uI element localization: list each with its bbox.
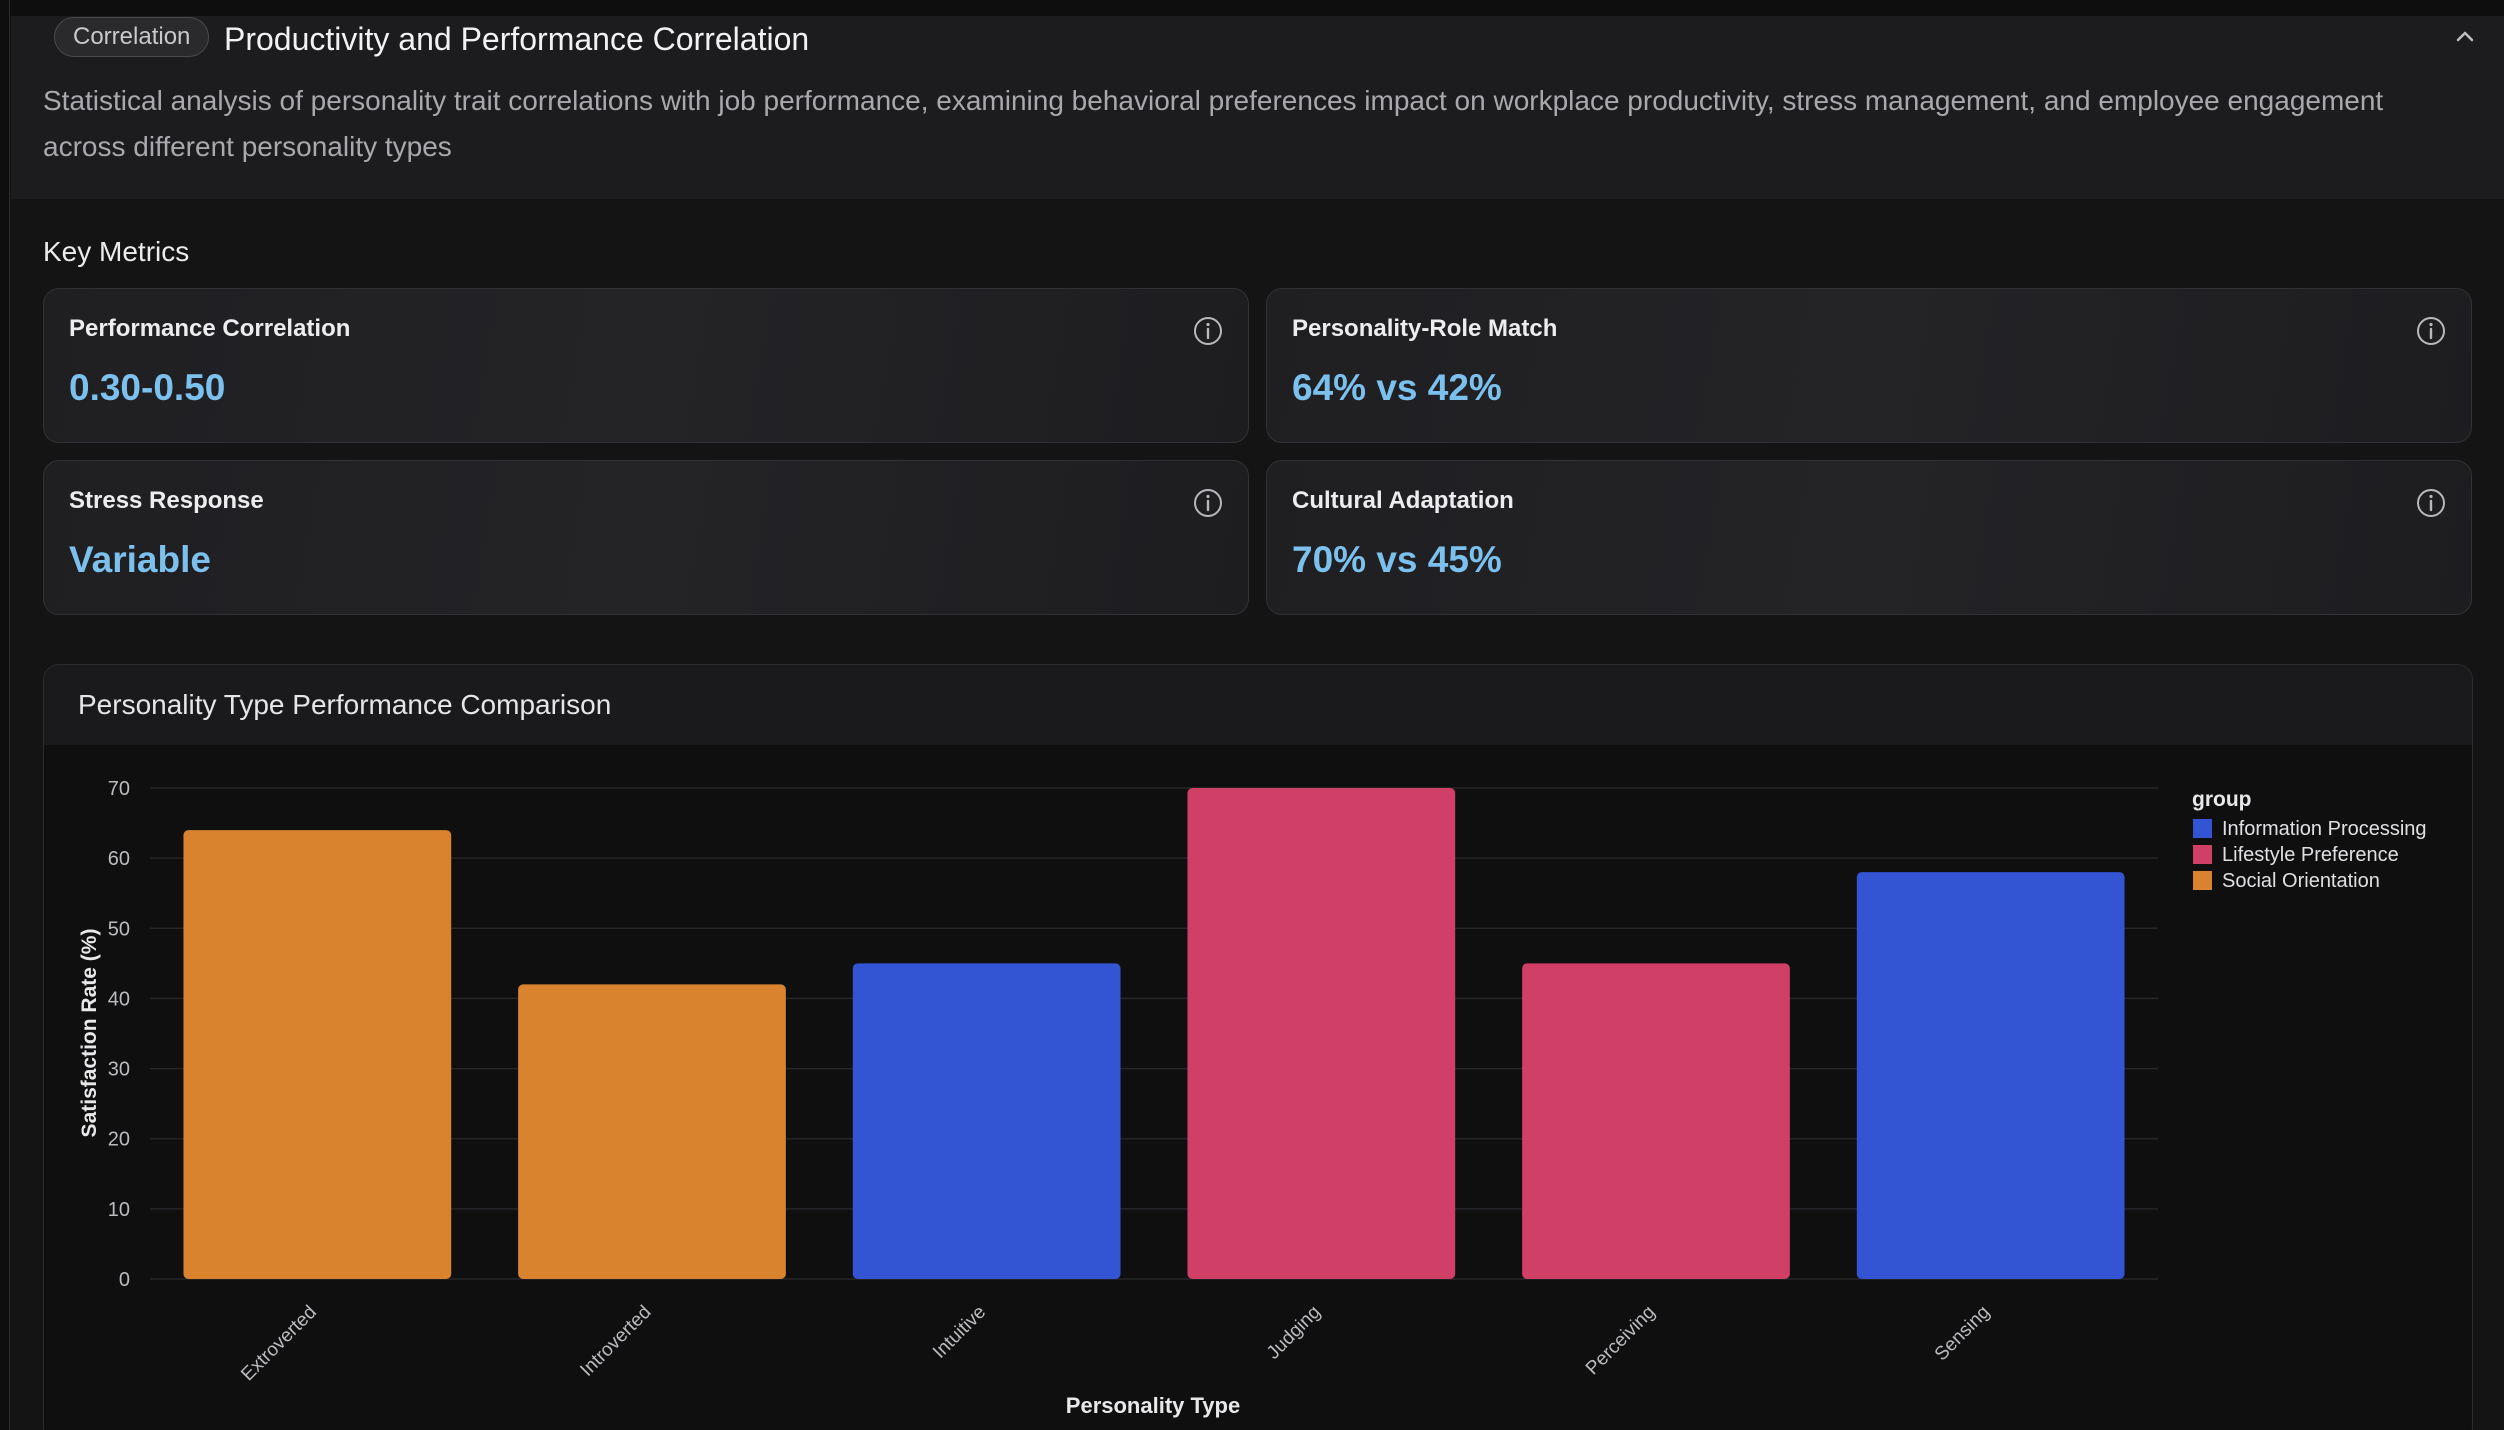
metric-card-performance-correlation: Performance Correlation 0.30-0.50 — [43, 288, 1249, 443]
metric-label: Stress Response — [69, 487, 264, 514]
category-tag: Correlation — [54, 17, 210, 57]
x-axis-title: Personality Type — [1066, 1393, 1240, 1418]
legend-title: group — [2192, 788, 2251, 811]
metric-card-personality-role-match: Personality-Role Match 64% vs 42% — [1266, 288, 2472, 443]
legend-label: Lifestyle Preference — [2222, 844, 2399, 866]
info-icon[interactable] — [2415, 315, 2447, 347]
metric-card-cultural-adaptation: Cultural Adaptation 70% vs 45% — [1266, 460, 2472, 615]
legend-swatch — [2193, 845, 2212, 864]
legend-label: Information Processing — [2222, 818, 2427, 840]
chart-header: Personality Type Performance Comparison — [44, 665, 2472, 745]
bar-introverted — [518, 984, 786, 1279]
legend-label: Social Orientation — [2222, 870, 2380, 892]
x-tick-label: Extroverted — [237, 1302, 321, 1386]
metric-label: Cultural Adaptation — [1292, 487, 1514, 514]
section-title: Productivity and Performance Correlation — [224, 21, 810, 57]
metric-value: 70% vs 45% — [1292, 539, 1502, 580]
x-tick-label: Perceiving — [1582, 1302, 1660, 1380]
bar-chart: 0 10 20 30 40 50 60 70 Extroverted Introverted Int… — [78, 778, 2427, 1418]
chart-title: Personality Type Performance Comparison — [78, 689, 612, 720]
bar-intuitive — [852, 963, 1121, 1279]
bar-perceiving — [1522, 963, 1790, 1279]
bar-extroverted — [183, 830, 452, 1279]
top-strip — [0, 0, 2504, 16]
info-icon[interactable] — [2415, 487, 2447, 519]
metric-card-stress-response: Stress Response Variable — [43, 460, 1249, 615]
chevron-up-icon[interactable] — [2445, 18, 2485, 54]
y-tick-label: 30 — [108, 1059, 130, 1081]
section-description: Statistical analysis of personality trai… — [43, 85, 2384, 162]
legend-swatch — [2193, 871, 2212, 890]
y-axis-title: Satisfaction Rate (%) — [78, 929, 101, 1138]
y-tick-label: 70 — [108, 778, 130, 800]
y-tick-label: 60 — [108, 848, 130, 870]
metric-value: 64% vs 42% — [1292, 367, 1502, 408]
y-tick-label: 10 — [108, 1199, 130, 1221]
x-tick-label: Judging — [1263, 1302, 1325, 1364]
legend-swatch — [2193, 819, 2212, 838]
bar-sensing — [1856, 872, 2125, 1279]
metric-label: Performance Correlation — [69, 315, 351, 342]
metric-value: 0.30-0.50 — [69, 367, 226, 408]
bar-judging — [1187, 788, 1456, 1279]
x-tick-label: Sensing — [1931, 1302, 1994, 1365]
x-tick-label: Intuitive — [929, 1302, 990, 1363]
metric-value: Variable — [69, 539, 211, 580]
metric-label: Personality-Role Match — [1292, 315, 1558, 342]
left-rail — [0, 0, 10, 1430]
x-tick-label: Introverted — [576, 1302, 655, 1381]
y-tick-label: 50 — [108, 918, 130, 940]
chart-card: Personality Type Performance Comparison … — [43, 664, 2473, 1430]
y-tick-label: 20 — [108, 1129, 130, 1151]
info-icon[interactable] — [1192, 315, 1224, 347]
section-header: Correlation Productivity and Performance… — [11, 16, 2504, 199]
y-tick-label: 40 — [108, 988, 130, 1010]
y-tick-label: 0 — [119, 1269, 130, 1291]
info-icon[interactable] — [1192, 487, 1224, 519]
key-metrics-heading: Key Metrics — [43, 236, 190, 267]
